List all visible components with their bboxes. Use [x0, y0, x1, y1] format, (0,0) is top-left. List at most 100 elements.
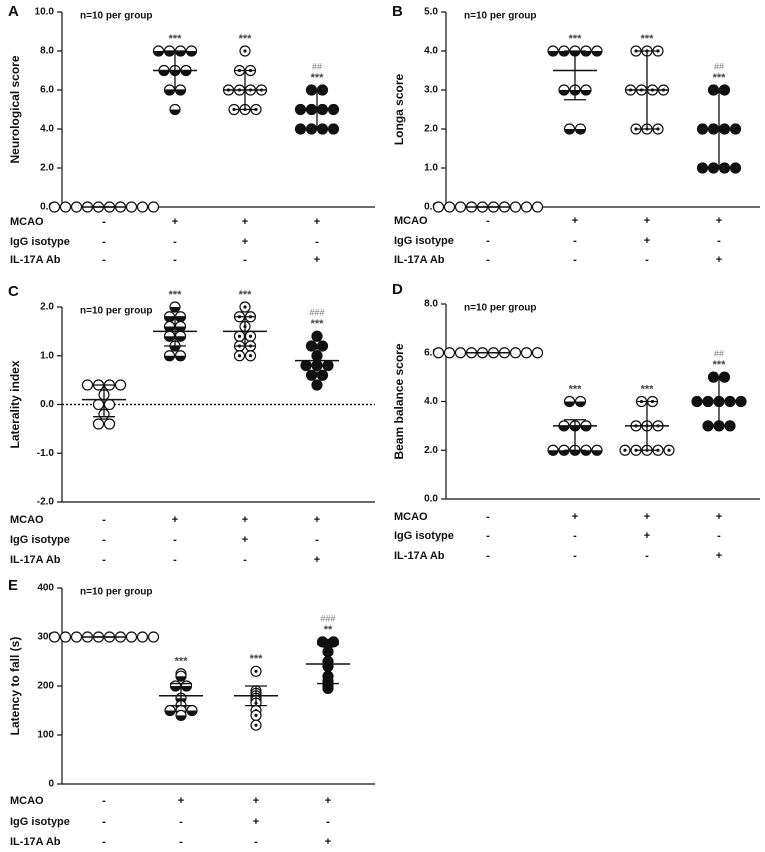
marker-body — [432, 347, 445, 359]
treatment-sign: - — [645, 550, 649, 562]
data-point — [103, 398, 116, 411]
treatment-sign: - — [102, 236, 106, 248]
treatment-sign: - — [717, 235, 721, 247]
treatment-label: IL-17A Ab — [394, 254, 445, 266]
treatment-sign: - — [573, 550, 577, 562]
marker-half — [181, 686, 192, 691]
panel-label: E — [8, 577, 18, 594]
treatment-sign: - — [102, 795, 106, 807]
significance: *** — [713, 72, 727, 84]
data-point — [531, 201, 544, 213]
treatment-sign: + — [314, 514, 320, 526]
treatment-sign: + — [325, 795, 331, 807]
treatment-label: IgG isotype — [394, 530, 454, 542]
treatment-label: IgG isotype — [10, 236, 70, 248]
data-point — [558, 45, 570, 57]
marker-half — [175, 51, 186, 56]
data-point — [92, 398, 105, 411]
treatment-sign: + — [716, 215, 722, 227]
marker-body — [81, 379, 94, 391]
marker-half — [570, 450, 580, 456]
y-tick-label: 0.0 — [40, 399, 54, 410]
marker-body — [520, 201, 533, 213]
treatment-sign: + — [253, 816, 259, 828]
data-point — [48, 201, 61, 213]
treatment-sign: - — [486, 511, 490, 523]
data-point — [136, 631, 149, 643]
data-point — [174, 330, 187, 342]
data-point — [443, 347, 456, 359]
data-point — [185, 45, 198, 57]
treatment-sign: + — [644, 511, 650, 523]
treatment-label: IL-17A Ab — [10, 254, 61, 266]
data-point — [250, 665, 262, 677]
significance: *** — [250, 653, 264, 665]
treatment-sign: - — [645, 254, 649, 266]
marker-body — [70, 631, 83, 643]
marker-body — [520, 347, 533, 359]
data-point — [696, 162, 709, 174]
marker-half — [164, 355, 175, 361]
treatment-sign: - — [486, 235, 490, 247]
data-point — [547, 444, 559, 456]
marker-half — [175, 355, 186, 361]
data-point — [169, 301, 181, 313]
data-point — [300, 359, 312, 372]
data-point — [591, 45, 603, 57]
treatment-sign: + — [572, 215, 578, 227]
marker-body — [59, 631, 72, 643]
y-tick-label: 1.0 — [40, 350, 54, 361]
y-tick-label: 0.0 — [40, 202, 54, 213]
y-tick-label: 6.0 — [40, 85, 54, 96]
y-tick-label: 1.0 — [424, 163, 438, 174]
data-point — [531, 347, 544, 359]
marker-half — [559, 51, 569, 56]
data-point — [48, 631, 61, 643]
significance: *** — [641, 383, 655, 395]
data-point — [174, 350, 187, 362]
treatment-sign: - — [173, 254, 177, 266]
treatment-label: IgG isotype — [10, 816, 70, 828]
data-point — [103, 418, 116, 430]
treatment-sign: - — [573, 235, 577, 247]
significance: *** — [569, 383, 583, 395]
treatment-label: IgG isotype — [10, 534, 70, 546]
significance: ## — [714, 349, 724, 359]
treatment-sign: - — [573, 530, 577, 542]
marker-dot — [243, 49, 247, 53]
marker-body — [114, 379, 127, 391]
marker-dot — [237, 334, 242, 338]
significance: *** — [239, 289, 253, 301]
annotation: n=10 per group — [464, 303, 537, 314]
marker-half — [164, 326, 175, 332]
treatment-label: IL-17A Ab — [10, 836, 61, 848]
data-point — [163, 320, 176, 333]
data-point — [125, 631, 138, 643]
panel-label: B — [392, 3, 403, 20]
data-point — [322, 359, 334, 372]
significance: *** — [169, 33, 183, 45]
data-point — [81, 379, 94, 391]
marker-half — [581, 90, 591, 95]
data-point — [59, 631, 72, 643]
data-point — [454, 201, 467, 213]
y-tick-label: 300 — [37, 632, 54, 643]
data-point — [619, 444, 631, 456]
marker-dot — [667, 448, 671, 452]
data-point — [59, 201, 72, 213]
marker-body — [48, 201, 61, 213]
marker-body — [92, 418, 105, 430]
treatment-sign: + — [178, 795, 184, 807]
data-point — [70, 201, 83, 213]
marker-half — [175, 326, 186, 332]
y-tick-label: 2.0 — [424, 124, 438, 135]
data-point — [663, 444, 675, 456]
treatment-sign: + — [644, 530, 650, 542]
marker-half — [559, 450, 569, 456]
data-point — [186, 704, 198, 717]
treatment-sign: + — [253, 795, 259, 807]
marker-body — [48, 631, 61, 643]
data-point — [233, 350, 246, 362]
y-tick-label: 4.0 — [424, 46, 438, 57]
